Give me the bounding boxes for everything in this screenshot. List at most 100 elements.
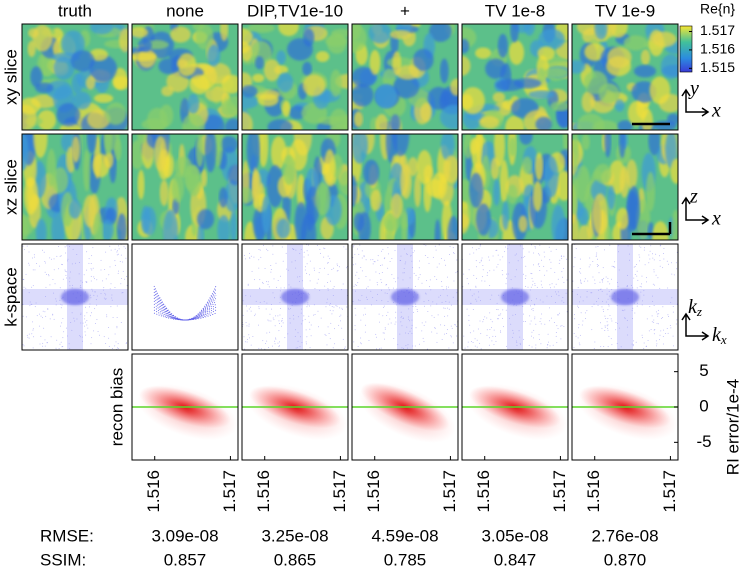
k-dot — [289, 322, 291, 324]
k-dot — [84, 306, 86, 308]
k-dot — [659, 334, 661, 336]
k-dot — [556, 293, 558, 295]
k-dot — [295, 267, 297, 269]
panel-content — [242, 134, 348, 240]
k-dot — [667, 263, 669, 265]
k-dot — [45, 273, 47, 275]
k-dot — [497, 263, 499, 265]
k-dot — [535, 344, 537, 346]
k-dot — [354, 253, 356, 255]
k-dot — [534, 284, 536, 286]
k-dot — [363, 255, 365, 257]
k-dot — [452, 252, 454, 254]
k-dot — [534, 245, 536, 247]
k-dot — [62, 278, 64, 280]
axis-icon-label: x — [711, 100, 721, 122]
texture — [625, 159, 638, 190]
k-dot — [387, 323, 389, 325]
k-dot — [531, 277, 533, 279]
k-dot — [332, 310, 334, 312]
texture — [258, 134, 269, 168]
k-dot — [331, 269, 333, 271]
k-dot — [475, 266, 477, 268]
texture — [52, 167, 69, 194]
k-dot — [640, 286, 642, 288]
texture — [278, 24, 299, 37]
k-dot — [393, 277, 395, 279]
k-dot — [410, 255, 412, 257]
k-dot — [601, 306, 603, 308]
k-dot — [610, 318, 612, 320]
k-dot — [505, 309, 507, 311]
k-dot — [662, 252, 664, 254]
k-dot — [535, 298, 537, 300]
k-dot — [586, 310, 588, 312]
k-dot — [675, 323, 677, 325]
axis-icon-label: kz — [688, 296, 702, 319]
k-dot — [491, 327, 493, 329]
k-dot — [396, 304, 398, 306]
k-dot — [486, 274, 488, 276]
texture — [254, 56, 265, 70]
k-dot — [242, 300, 244, 302]
k-dot — [100, 269, 102, 271]
k-dot — [495, 250, 497, 252]
k-dot — [540, 343, 542, 345]
k-dot — [425, 321, 427, 323]
k-dot — [42, 345, 44, 347]
k-dot — [451, 327, 453, 329]
k-dot — [413, 272, 415, 274]
k-dot — [443, 259, 445, 261]
k-dot — [555, 335, 557, 337]
k-dot — [481, 257, 483, 259]
k-dot — [602, 308, 604, 310]
k-dot — [478, 291, 480, 293]
k-dot — [56, 255, 58, 257]
k-dot — [381, 300, 383, 302]
k-dot — [49, 318, 51, 320]
k-dot — [527, 286, 529, 288]
k-dot — [550, 250, 552, 252]
image-panel — [571, 133, 679, 241]
k-dot — [333, 328, 335, 330]
k-dot — [95, 299, 97, 301]
texture — [217, 215, 231, 240]
k-dot — [47, 309, 49, 311]
k-dot — [540, 284, 542, 286]
panel-content — [22, 24, 128, 130]
k-dot — [670, 262, 672, 264]
k-dot — [540, 323, 542, 325]
y-tick-label: 5 — [699, 361, 708, 380]
texture — [423, 176, 432, 213]
texture — [592, 120, 619, 130]
k-dot — [515, 340, 517, 342]
k-dot — [90, 268, 92, 270]
k-dot — [65, 327, 67, 329]
k-dot — [355, 314, 357, 316]
k-dot — [541, 286, 543, 288]
k-dot — [417, 310, 419, 312]
k-dot — [473, 252, 475, 254]
texture — [392, 134, 410, 157]
k-dot — [307, 304, 309, 306]
k-dot — [425, 292, 427, 294]
k-dot — [120, 322, 122, 324]
k-dot — [512, 329, 514, 331]
k-dot — [471, 247, 473, 249]
k-dot — [343, 246, 345, 248]
k-dot — [356, 271, 358, 273]
k-dot — [639, 285, 641, 287]
texture — [627, 185, 640, 230]
panel-content — [572, 134, 678, 240]
k-dot — [353, 245, 355, 247]
k-dot — [441, 285, 443, 287]
texture — [132, 52, 157, 61]
k-dot — [546, 347, 548, 349]
k-dot — [383, 307, 385, 309]
k-dot — [505, 277, 507, 279]
k-dot — [90, 343, 92, 345]
k-dot — [449, 253, 451, 255]
k-dot — [649, 258, 651, 260]
k-dot — [418, 267, 420, 269]
k-dot — [493, 269, 495, 271]
